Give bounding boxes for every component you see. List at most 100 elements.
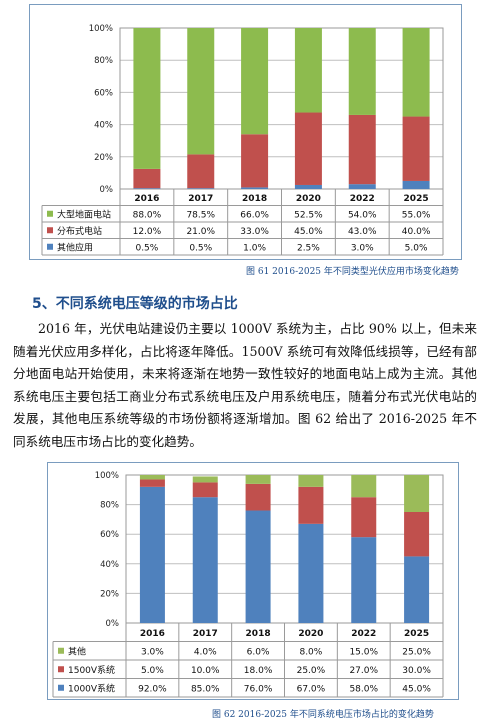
chart2-data-label: 25.0% (297, 666, 326, 676)
chart1-data-label: 2.5% (297, 243, 320, 253)
chart2-data-label: 45.0% (402, 684, 431, 694)
chart2-bar (245, 475, 271, 484)
chart2-series-label: 1000V系统 (68, 682, 115, 694)
chart1-plot-border (119, 27, 444, 190)
chart1-bar (241, 134, 269, 188)
chart1-bar (133, 188, 161, 189)
chart1-bar (348, 184, 376, 189)
chart1-bar (133, 168, 161, 189)
chart2-data-label: 6.0% (247, 647, 270, 657)
chart2-bar (139, 479, 165, 487)
chart2-category-label: 2020 (298, 629, 323, 639)
chart-pv-application-types: 0% 20% 40% 60% 80% 100% 2016 2017 2018 2020 2022 20… (29, 4, 462, 260)
chart1-bar (348, 28, 376, 115)
chart2-series-label: 1500V系统 (68, 664, 115, 676)
chart1-ytick-label: 80% (94, 56, 113, 66)
chart2-data-label: 4.0% (194, 647, 217, 657)
chart1-category-label: 2022 (350, 194, 375, 204)
chart1-data-label: 0.5% (135, 243, 158, 253)
chart-1-svg: 0% 20% 40% 60% 80% 100% 2016 2017 2018 2020 2022 20… (41, 24, 444, 256)
chart2-series-label: 其他 (68, 645, 86, 657)
section-heading: 5、不同系统电压等级的市场占比 (32, 296, 238, 312)
chart1-data-label: 0.5% (189, 243, 212, 253)
chart1-bar (187, 188, 215, 189)
chart1-data-label: 40.0% (402, 227, 431, 237)
figure-62-caption: 图 62 2016-2025 年不同系统电压市场占比的变化趋势 (212, 710, 434, 720)
chart1-ytick-label: 40% (94, 121, 113, 131)
chart2-bar (245, 483, 271, 511)
section-paragraph: 2016 年，光伏电站建设仍主要以 1000V 系统为主，占比 90% 以上，但… (13, 321, 477, 449)
chart2-data-label: 25.0% (402, 647, 431, 657)
chart1-bar (294, 184, 322, 189)
chart1-bar (294, 112, 322, 185)
chart1-legend-swatch (47, 227, 53, 234)
chart2-category-label: 2025 (404, 629, 429, 639)
chart1-series-label: 分布式电站 (57, 225, 102, 237)
chart1-data-label: 45.0% (294, 227, 323, 237)
chart1-data-label: 54.0% (348, 210, 377, 220)
chart1-data-label: 33.0% (240, 227, 269, 237)
chart2-bar (245, 510, 271, 623)
chart1-bar (241, 28, 269, 135)
chart2-ytick-label: 80% (100, 501, 119, 511)
chart1-data-label: 1.0% (243, 243, 266, 253)
chart1-category-label: 2016 (134, 194, 159, 204)
chart1-series-label: 其他应用 (57, 241, 93, 253)
chart1-category-label: 2018 (242, 194, 267, 204)
chart1-legend-swatch (47, 210, 53, 217)
chart2-data-label: 58.0% (349, 684, 378, 694)
chart2-bar (139, 475, 165, 480)
chart2-category-label: 2018 (246, 629, 271, 639)
chart1-bar (241, 187, 269, 189)
chart1-data-label: 88.0% (133, 210, 162, 220)
chart1-bar (187, 154, 215, 189)
chart2-bar (404, 556, 430, 623)
chart2-bar (351, 537, 377, 623)
chart2-data-label: 85.0% (191, 684, 220, 694)
chart2-legend-swatch (58, 647, 64, 654)
chart2-bar (192, 476, 218, 483)
chart1-category-label: 2017 (188, 194, 213, 204)
chart2-data-label: 76.0% (244, 684, 273, 694)
chart1-bar (294, 28, 322, 113)
chart1-bar (187, 28, 215, 155)
chart2-data-label: 15.0% (349, 647, 378, 657)
chart-2-svg: 0% 20% 40% 60% 80% 100% 2016 2017 2018 2020 2022 20… (52, 471, 444, 698)
chart2-ytick-label: 100% (95, 471, 119, 481)
chart2-bar (192, 497, 218, 623)
chart2-legend-swatch (58, 684, 64, 691)
chart2-ytick-label: 40% (100, 560, 119, 570)
chart2-data-label: 8.0% (299, 647, 322, 657)
chart1-bar (402, 180, 430, 189)
chart2-data-label: 18.0% (244, 666, 273, 676)
chart2-bar (298, 486, 324, 524)
chart1-ytick-label: 0% (100, 185, 114, 195)
chart1-category-label: 2025 (404, 194, 429, 204)
chart1-bar (133, 28, 161, 169)
chart1-bar (402, 116, 430, 181)
figure-61-caption: 图 61 2016-2025 年不同类型光伏应用市场变化趋势 (246, 267, 459, 277)
chart2-category-label: 2017 (193, 629, 218, 639)
chart2-bar (192, 482, 218, 498)
chart1-category-label: 2020 (296, 194, 321, 204)
chart2-bar (351, 475, 377, 498)
chart-system-voltage-share: 0% 20% 40% 60% 80% 100% 2016 2017 2018 2020 2022 20… (47, 462, 459, 700)
chart2-bar (404, 475, 430, 512)
chart2-bar (404, 512, 430, 557)
chart1-data-label: 43.0% (348, 227, 377, 237)
chart2-data-label: 5.0% (141, 666, 164, 676)
chart2-ytick-label: 20% (100, 589, 119, 599)
chart2-bar (139, 486, 165, 623)
chart2-plot-border (125, 474, 444, 624)
chart2-bar (298, 475, 324, 487)
chart2-category-label: 2022 (351, 629, 376, 639)
chart1-ytick-label: 20% (94, 153, 113, 163)
chart2-bar (298, 523, 324, 623)
chart2-legend-swatch (58, 666, 64, 673)
chart2-ytick-label: 60% (100, 530, 119, 540)
chart1-bar (402, 28, 430, 117)
chart2-category-label: 2016 (140, 629, 165, 639)
chart1-ytick-label: 60% (94, 88, 113, 98)
chart1-series-label: 大型地面电站 (57, 208, 111, 220)
chart1-data-label: 5.0% (405, 243, 428, 253)
